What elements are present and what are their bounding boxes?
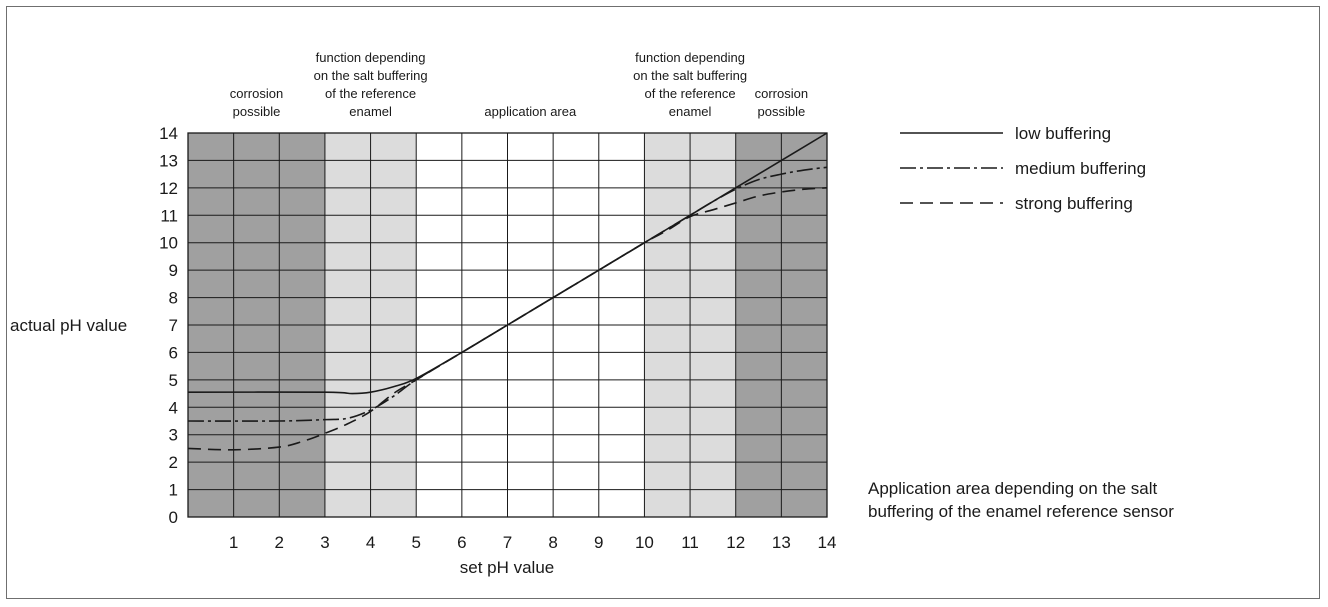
y-tick-8: 8 [169, 289, 178, 308]
zone-label-3-1: on the salt buffering [633, 68, 747, 83]
x-tick-8: 8 [548, 533, 557, 552]
x-tick-3: 3 [320, 533, 329, 552]
y-axis-label: actual pH value [10, 316, 127, 335]
y-tick-13: 13 [159, 151, 178, 170]
x-axis-label: set pH value [460, 558, 555, 577]
series-line-2 [187, 187, 828, 451]
legend: low buffering medium buffering strong buff… [900, 124, 1146, 213]
plot-border [187, 132, 828, 518]
zone-labels: corrosion possible function depending on th… [230, 50, 808, 119]
x-tick-4: 4 [366, 533, 375, 552]
x-tick-5: 5 [411, 533, 420, 552]
x-tick-7: 7 [503, 533, 512, 552]
x-tick-2: 2 [275, 533, 284, 552]
zone-label-3-2: of the reference [645, 86, 736, 101]
annotation-line-1: buffering of the enamel reference sensor [868, 502, 1174, 521]
y-tick-9: 9 [169, 261, 178, 280]
annotation-note: Application area depending on the salt bu… [868, 479, 1174, 521]
x-tick-11: 11 [681, 533, 699, 552]
y-tick-3: 3 [169, 426, 178, 445]
y-tick-14: 14 [159, 124, 178, 143]
zone-label-0-0: corrosion [230, 86, 283, 101]
y-tick-7: 7 [169, 316, 178, 335]
x-tick-1: 1 [229, 533, 238, 552]
zone-label-1-3: enamel [349, 104, 392, 119]
x-tick-labels: 1 2 3 4 5 6 7 8 9 10 11 12 13 14 [229, 533, 837, 552]
legend-label-0: low buffering [1015, 124, 1111, 143]
x-tick-12: 12 [726, 533, 745, 552]
series-lines [187, 132, 828, 451]
zone-label-2-0: application area [484, 104, 577, 119]
x-tick-6: 6 [457, 533, 466, 552]
y-tick-11: 11 [160, 206, 178, 225]
y-tick-5: 5 [169, 371, 178, 390]
zone-label-3-3: enamel [669, 104, 712, 119]
legend-label-1: medium buffering [1015, 159, 1146, 178]
legend-label-2: strong buffering [1015, 194, 1133, 213]
x-tick-13: 13 [772, 533, 791, 552]
y-tick-10: 10 [159, 234, 178, 253]
x-tick-10: 10 [635, 533, 654, 552]
zone-label-1-0: function depending [316, 50, 426, 65]
zone-label-4-1: possible [758, 104, 806, 119]
zone-label-1-1: on the salt buffering [314, 68, 428, 83]
y-tick-1: 1 [169, 481, 178, 500]
zone-label-3-0: function depending [635, 50, 745, 65]
zone-label-1-2: of the reference [325, 86, 416, 101]
y-tick-0: 0 [169, 508, 178, 527]
annotation-line-0: Application area depending on the salt [868, 479, 1157, 498]
y-tick-2: 2 [169, 453, 178, 472]
y-tick-12: 12 [159, 179, 178, 198]
zone-label-0-1: possible [233, 104, 281, 119]
y-tick-4: 4 [169, 398, 178, 417]
x-tick-14: 14 [818, 533, 837, 552]
x-tick-9: 9 [594, 533, 603, 552]
zone-label-4-0: corrosion [755, 86, 808, 101]
y-tick-6: 6 [169, 343, 178, 362]
